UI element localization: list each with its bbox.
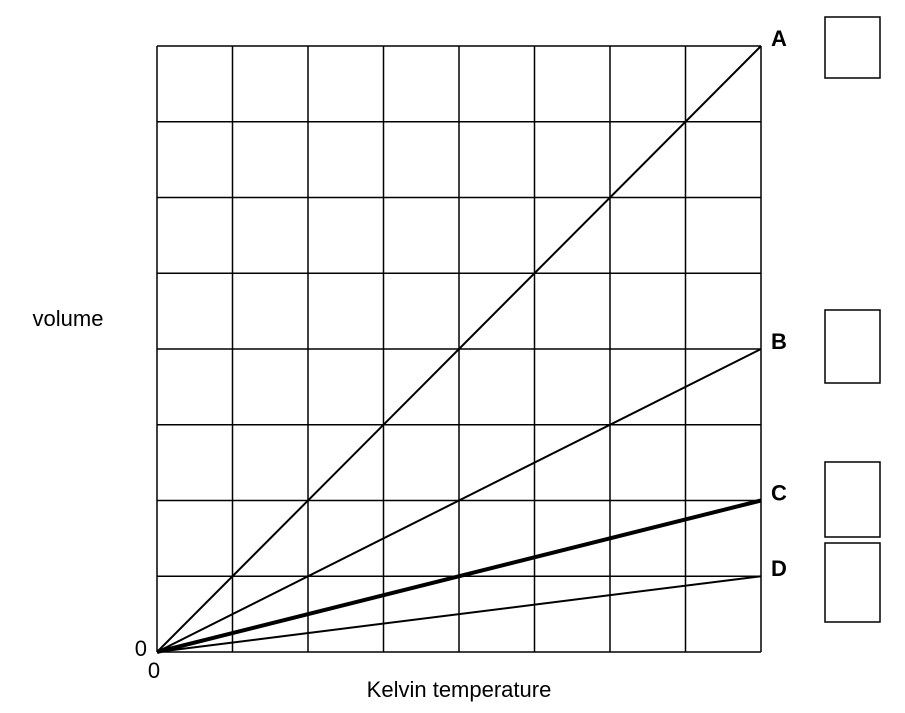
answer-box[interactable] [824,542,881,623]
x-tick-label: 0 [148,658,160,683]
series-line [156,498,762,654]
answer-box[interactable] [824,309,881,384]
answer-box[interactable] [824,461,881,538]
y-tick-label: 0 [135,636,147,661]
answer-box[interactable] [824,16,881,79]
series-line [156,45,762,653]
series-line [156,575,762,653]
y-axis-label: volume [33,306,104,331]
series-label: A [771,26,787,51]
series-label: D [771,556,787,581]
x-axis-label: Kelvin temperature [367,677,552,702]
series-label: B [771,329,787,354]
series-line [156,348,762,653]
series-label: C [771,480,787,505]
